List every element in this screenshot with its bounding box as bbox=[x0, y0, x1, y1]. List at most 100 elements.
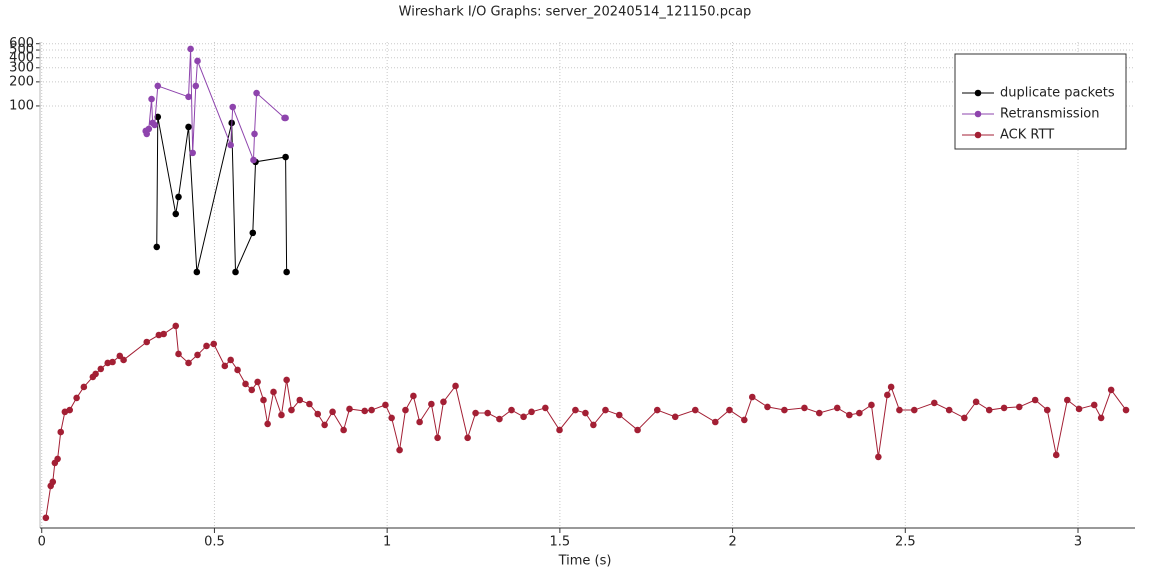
data-point bbox=[229, 103, 237, 111]
data-point bbox=[868, 401, 875, 409]
data-point bbox=[846, 411, 853, 419]
data-point bbox=[520, 413, 527, 421]
data-point bbox=[1031, 396, 1039, 404]
data-point bbox=[1107, 386, 1115, 394]
data-point bbox=[227, 356, 234, 364]
x-tick-label: 1.5 bbox=[550, 535, 571, 550]
data-point bbox=[193, 268, 201, 276]
data-point bbox=[388, 414, 395, 422]
data-point bbox=[748, 393, 756, 401]
data-point bbox=[329, 408, 336, 416]
legend-box bbox=[954, 53, 1127, 150]
data-point bbox=[260, 396, 267, 404]
data-point bbox=[416, 418, 423, 426]
data-point bbox=[250, 156, 257, 164]
data-point bbox=[434, 434, 441, 442]
data-point bbox=[1052, 451, 1060, 459]
data-point bbox=[1063, 396, 1071, 404]
data-point bbox=[314, 410, 322, 418]
data-point bbox=[97, 365, 105, 373]
data-point bbox=[80, 383, 88, 391]
data-point bbox=[251, 130, 258, 138]
data-point bbox=[508, 406, 515, 414]
data-point bbox=[57, 428, 65, 436]
series-line bbox=[145, 48, 286, 161]
y-tick-label: 600 bbox=[9, 36, 34, 51]
data-point bbox=[234, 366, 241, 374]
data-point bbox=[528, 408, 535, 416]
data-point bbox=[296, 396, 304, 404]
data-point bbox=[361, 407, 369, 415]
data-point bbox=[145, 125, 153, 133]
data-point bbox=[143, 338, 151, 346]
data-point bbox=[221, 362, 229, 370]
data-point bbox=[1043, 406, 1051, 414]
data-point bbox=[254, 378, 261, 386]
data-point bbox=[175, 193, 182, 201]
data-point bbox=[464, 434, 471, 442]
data-point bbox=[278, 411, 285, 419]
data-point bbox=[440, 398, 447, 406]
data-point bbox=[1090, 401, 1098, 409]
legend-swatch-marker bbox=[974, 110, 982, 118]
data-point bbox=[396, 446, 403, 454]
x-tick-label: 2 bbox=[728, 535, 736, 550]
x-tick-label: 0.5 bbox=[204, 535, 225, 550]
data-point bbox=[875, 453, 882, 461]
data-point bbox=[887, 383, 895, 391]
x-tick-label: 3 bbox=[1074, 535, 1082, 550]
data-point bbox=[1000, 404, 1008, 412]
data-point bbox=[153, 243, 161, 251]
data-point bbox=[248, 386, 256, 394]
data-point bbox=[972, 398, 980, 406]
series-line bbox=[45, 325, 1127, 518]
data-point bbox=[120, 356, 127, 364]
data-point bbox=[368, 406, 375, 414]
data-point bbox=[496, 415, 503, 423]
data-point bbox=[402, 406, 409, 414]
data-point bbox=[282, 153, 289, 161]
data-point bbox=[671, 413, 679, 421]
data-point bbox=[192, 82, 200, 90]
data-point bbox=[283, 376, 290, 384]
data-point bbox=[288, 406, 295, 414]
data-point bbox=[175, 350, 182, 358]
data-point bbox=[602, 406, 609, 414]
data-point bbox=[232, 268, 239, 276]
chart-title: Wireshark I/O Graphs: server_20240514_12… bbox=[399, 5, 752, 20]
data-point bbox=[143, 130, 151, 138]
data-point bbox=[270, 388, 277, 396]
data-point bbox=[781, 406, 788, 414]
data-point bbox=[210, 340, 218, 348]
data-point bbox=[653, 406, 661, 414]
data-point bbox=[185, 123, 192, 131]
data-point bbox=[572, 406, 579, 414]
data-point bbox=[833, 404, 841, 412]
data-point bbox=[172, 322, 180, 330]
data-point bbox=[615, 411, 623, 419]
data-point bbox=[92, 370, 99, 378]
data-point bbox=[172, 210, 180, 218]
data-point bbox=[154, 113, 162, 121]
y-tick-label: 300 bbox=[9, 60, 34, 75]
legend-label: duplicate packets bbox=[1000, 86, 1115, 101]
data-point bbox=[189, 149, 196, 157]
data-point bbox=[801, 404, 808, 412]
data-point bbox=[884, 391, 891, 399]
data-point bbox=[931, 399, 938, 407]
legend-label: ACK RTT bbox=[1000, 128, 1054, 143]
y-tick-label: 400 bbox=[9, 50, 34, 65]
legend-swatch-marker bbox=[974, 131, 982, 139]
data-point bbox=[410, 392, 417, 400]
data-point bbox=[194, 351, 201, 359]
legend-swatch-marker bbox=[974, 89, 982, 97]
data-point bbox=[764, 403, 771, 411]
data-point bbox=[452, 382, 459, 390]
data-point bbox=[203, 342, 210, 350]
data-point bbox=[985, 406, 993, 414]
data-point bbox=[1015, 403, 1023, 411]
data-point bbox=[712, 418, 719, 426]
data-point bbox=[1122, 406, 1130, 414]
data-point bbox=[249, 229, 257, 237]
